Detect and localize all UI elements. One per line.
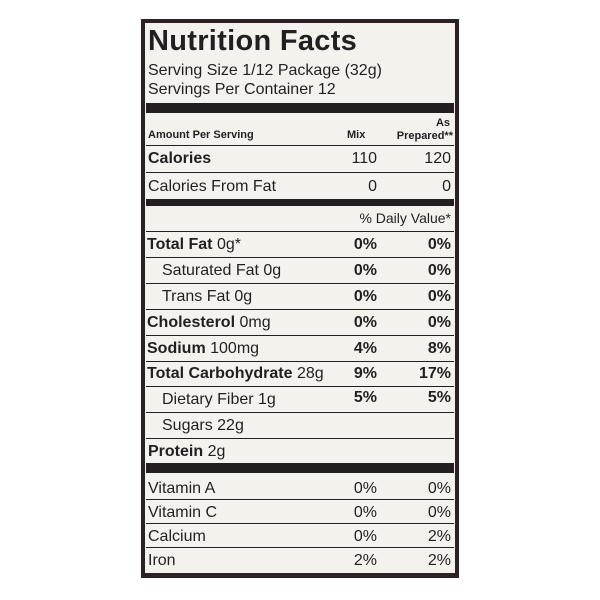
nutrient-prepared-dv: 17% [418,365,451,382]
rule [146,523,454,524]
rule [146,172,454,173]
calories-prepared: 120 [424,150,451,167]
nutrient-name: Saturated Fat [162,262,259,279]
vitamin-mix-dv: 0% [353,528,377,545]
nutrient-mix-dv: 9% [353,365,377,382]
calories-from-fat-prepared: 0 [442,178,451,195]
nutrient-amount: 0mg [239,314,271,331]
rule [146,145,454,146]
col-prepared-header-2: Prepared** [396,130,453,142]
servings-per-container: Servings Per Container 12 [148,81,336,98]
nutrient-prepared-dv: 8% [427,340,451,357]
nutrient-amount: 22g [217,417,244,434]
rule [146,412,454,413]
nutrient-total-fat: Total Fat 0g* [147,237,241,253]
thick-bar-top [146,103,454,113]
nutrient-trans-fat: Trans Fat 0g [162,289,252,305]
nutrient-mix-dv: 0% [353,262,377,279]
nutrient-name: Cholesterol [147,314,236,331]
label-title: Nutrition Facts [148,25,358,57]
daily-value-header: % Daily Value* [300,211,451,225]
vitamin-name: Calcium [148,528,206,545]
vitamin-prepared-dv: 0% [427,480,451,497]
rule [146,283,454,284]
nutrient-amount: 28g [296,365,324,382]
rule [146,231,454,232]
nutrient-prepared-dv: 5% [427,389,451,406]
nutrient-amount: 0g* [216,236,241,253]
nutrient-total-carbohydrate: Total Carbohydrate 28g [147,366,324,382]
rule [146,386,454,387]
calories-mix: 110 [351,150,377,167]
nutrient-amount: 0g [263,262,282,279]
nutrient-name: Total Fat [147,236,213,253]
nutrient-cholesterol: Cholesterol 0mg [147,315,271,331]
col-prepared-header-1: As [435,117,450,129]
nutrient-dietary-fiber: Dietary Fiber 1g [162,392,276,408]
vitamin-mix-dv: 0% [353,504,377,521]
thick-bar-bottom [146,463,454,473]
nutrient-prepared-dv: 0% [427,236,451,253]
nutrition-label [145,23,455,573]
nutrient-name: Dietary Fiber [162,391,254,408]
rule [146,547,454,548]
serving-size: Serving Size 1/12 Package (32g) [148,62,382,79]
nutrient-sodium: Sodium 100mg [147,341,259,357]
nutrient-mix-dv: 0% [353,288,377,305]
nutrient-name: Sugars [162,417,213,434]
vitamin-mix-dv: 0% [353,480,377,497]
nutrient-mix-dv: 4% [353,340,377,357]
rule [146,335,454,336]
nutrient-prepared-dv: 0% [427,314,451,331]
vitamin-prepared-dv: 0% [427,504,451,521]
nutrient-amount: 100mg [210,340,260,357]
rule [146,361,454,362]
nutrient-prepared-dv: 0% [427,262,451,279]
amount-per-serving: Amount Per Serving [148,129,254,141]
nutrient-name: Trans Fat [162,288,230,305]
vitamin-name: Iron [148,552,176,569]
rule [146,309,454,310]
nutrient-prepared-dv: 0% [427,288,451,305]
nutrient-amount: 1g [258,391,276,408]
nutrient-mix-dv: 0% [353,314,377,331]
calories-from-fat-label: Calories From Fat [148,178,277,195]
vitamin-prepared-dv: 2% [427,552,451,569]
nutrient-name: Protein [148,443,204,460]
vitamin-mix-dv: 2% [353,552,377,569]
rule [146,257,454,258]
vitamin-name: Vitamin A [148,480,216,497]
nutrient-sugars: Sugars 22g [162,418,244,434]
nutrient-mix-dv: 0% [353,236,377,253]
nutrient-saturated-fat: Saturated Fat 0g [162,263,281,279]
calories-from-fat-mix: 0 [368,178,377,195]
nutrient-amount: 0g [234,288,253,305]
calories-label: Calories [148,150,212,167]
nutrient-mix-dv: 5% [353,389,377,406]
vitamin-prepared-dv: 2% [427,528,451,545]
thick-bar-mid [146,199,454,206]
nutrient-protein: Protein 2g [148,444,225,460]
rule [146,438,454,439]
nutrient-name: Sodium [147,340,206,357]
rule [146,499,454,500]
daily-value-text: % Daily Value* [359,210,451,226]
nutrient-amount: 2g [207,443,226,460]
col-mix-header: Mix [347,129,366,141]
nutrient-name: Total Carbohydrate [147,365,293,382]
vitamin-name: Vitamin C [148,504,218,521]
